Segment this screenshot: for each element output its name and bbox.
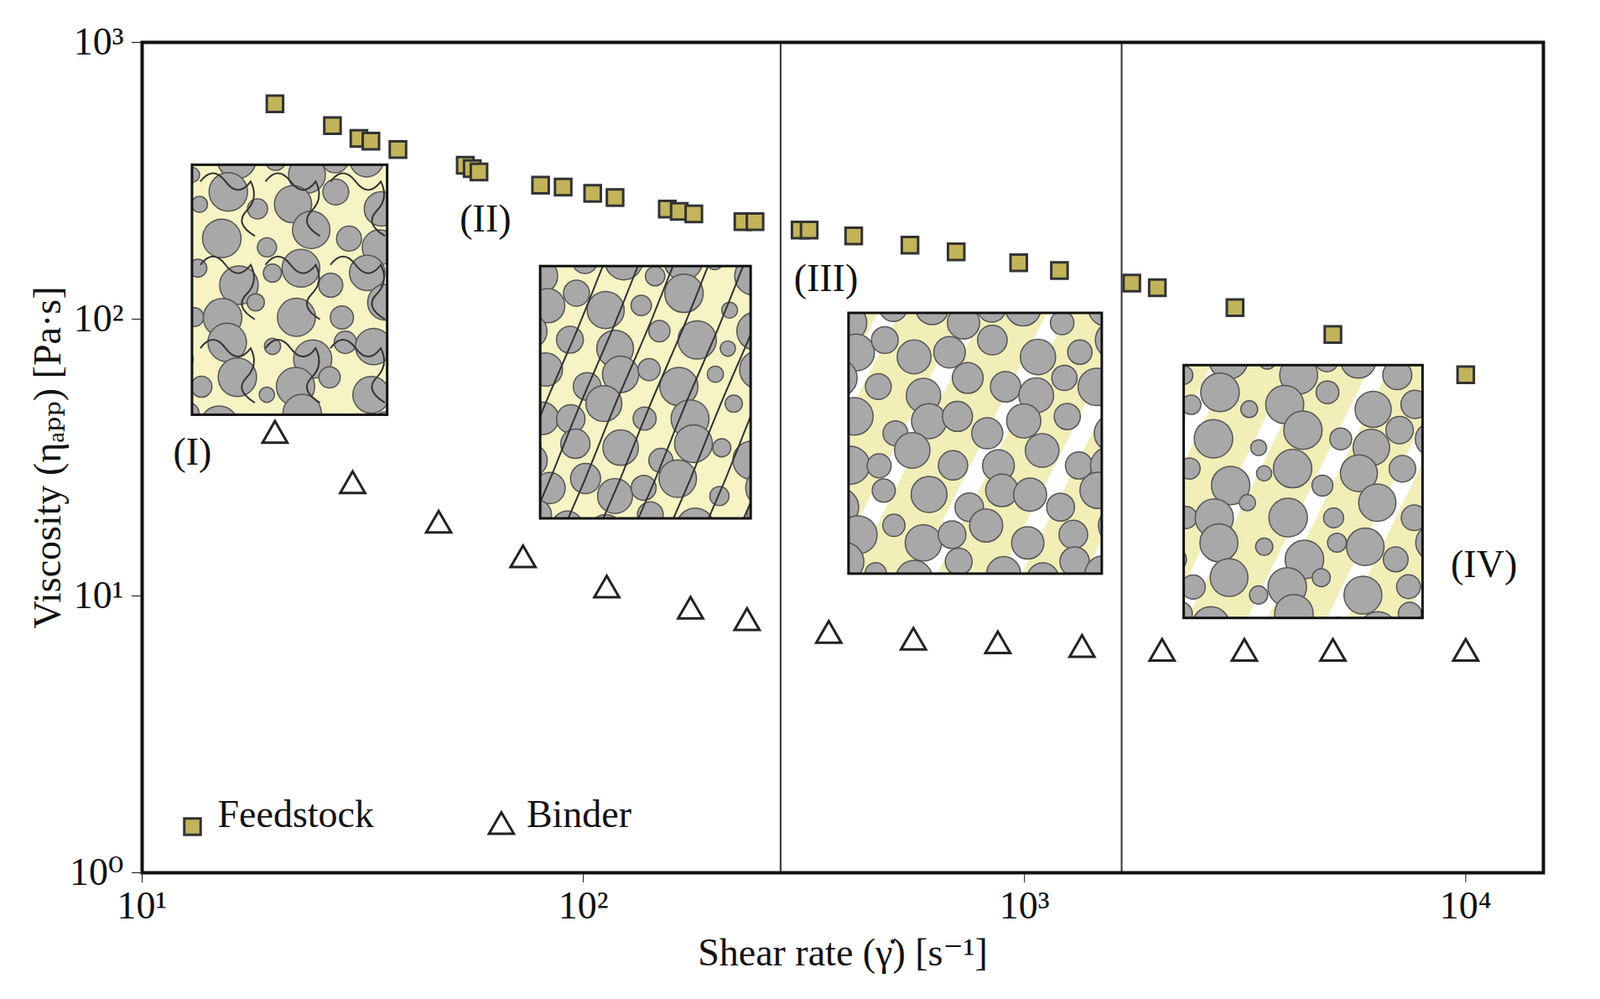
- svg-text:10⁴: 10⁴: [1439, 883, 1492, 927]
- svg-text:10²: 10²: [558, 883, 609, 927]
- svg-text:10⁰: 10⁰: [69, 850, 124, 894]
- svg-text:10³: 10³: [73, 20, 125, 63]
- svg-text:10¹: 10¹: [117, 883, 168, 927]
- svg-text:Binder: Binder: [526, 792, 632, 836]
- svg-text:Viscosity (ηₐₚₚ) [Pa·s]: Viscosity (ηₐₚₚ) [Pa·s]: [25, 286, 69, 629]
- svg-text:Shear rate (γ̇) [s⁻¹]: Shear rate (γ̇) [s⁻¹]: [697, 930, 988, 974]
- svg-text:(II): (II): [459, 197, 511, 240]
- svg-text:(IV): (IV): [1450, 542, 1517, 586]
- svg-text:10²: 10²: [73, 296, 125, 340]
- svg-text:(I): (I): [172, 430, 212, 473]
- svg-text:Feedstock: Feedstock: [218, 792, 375, 836]
- svg-text:10³: 10³: [999, 883, 1050, 927]
- svg-text:10¹: 10¹: [73, 573, 125, 617]
- svg-text:(III): (III): [794, 256, 859, 300]
